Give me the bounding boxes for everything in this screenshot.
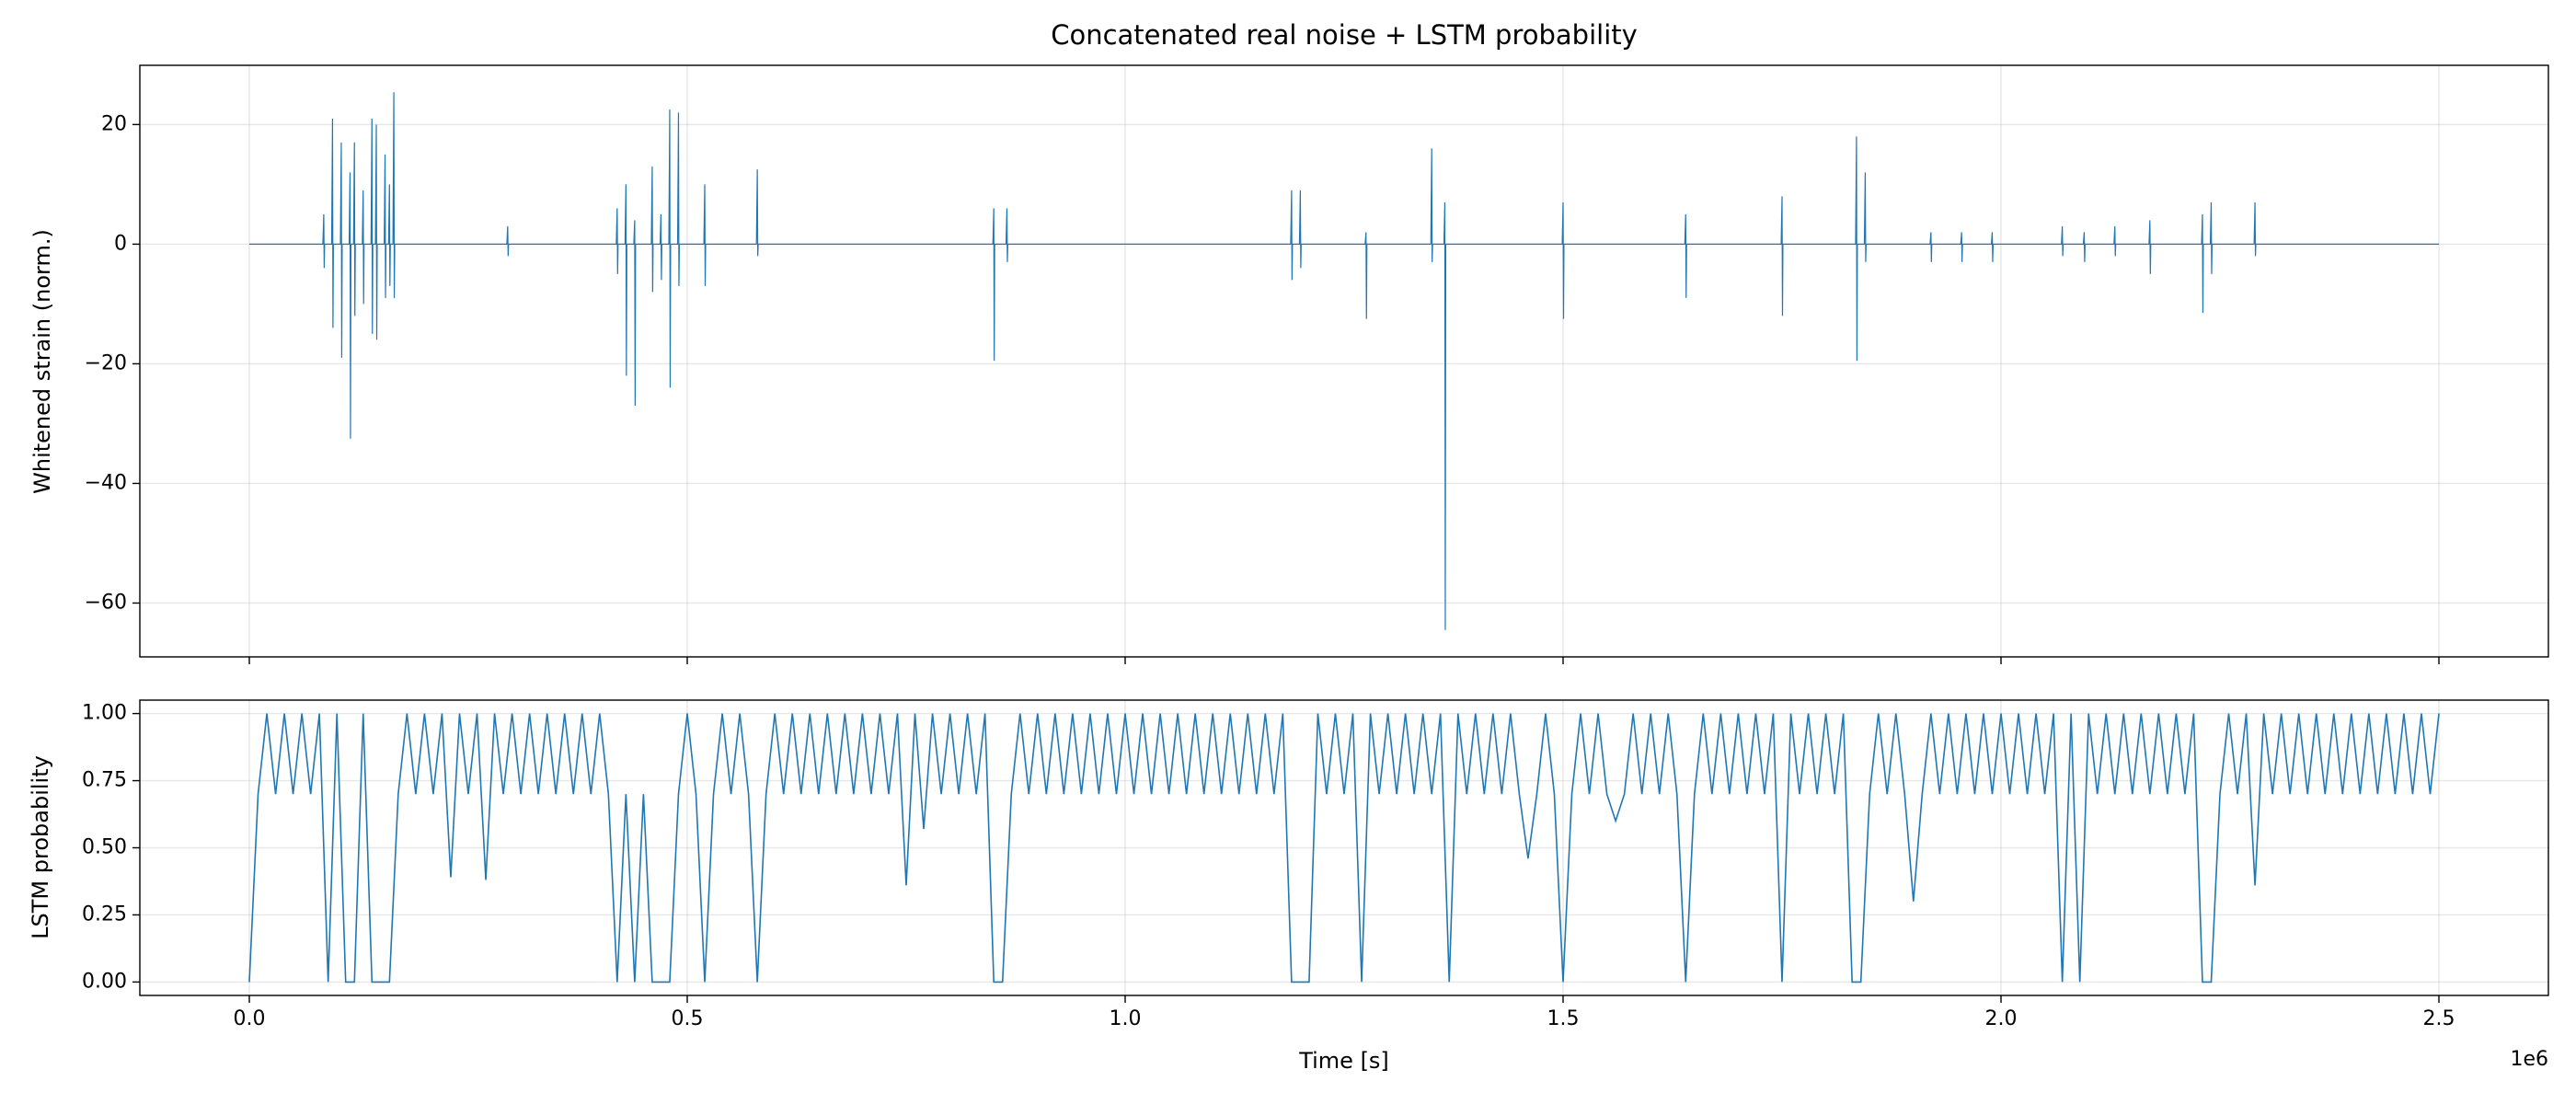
y-tick-label: 0.75 (82, 769, 127, 792)
y-tick-label: 1.00 (82, 702, 127, 725)
x-tick-label: 0.0 (234, 1007, 266, 1030)
y-tick-label: −60 (85, 591, 127, 614)
x-tick-label: 2.0 (1985, 1007, 2018, 1030)
y-tick-label: −20 (85, 351, 127, 374)
axes-frame (139, 64, 2549, 658)
y-tick-label: 0.25 (82, 903, 127, 926)
x-tick-label: 0.5 (672, 1007, 704, 1030)
chart-title: Concatenated real noise + LSTM probabili… (1051, 19, 1638, 51)
y-tick-label: 20 (101, 112, 127, 135)
x-offset-label: 1e6 (2510, 1048, 2548, 1071)
x-tick-label: 2.5 (2423, 1007, 2455, 1030)
data-line (248, 713, 2440, 983)
y-tick-label: −40 (85, 471, 127, 494)
x-tick-label: 1.5 (1547, 1007, 1580, 1030)
y-tick-label: 0 (114, 232, 127, 255)
x-axis-label: Time [s] (1298, 1048, 1389, 1074)
y-axis-label: Whitened strain (norm.) (29, 229, 55, 494)
x-tick-label: 1.0 (1110, 1007, 1142, 1030)
data-line (249, 92, 2439, 630)
y-axis-label: LSTM probability (28, 755, 53, 939)
axes-frame (139, 699, 2549, 996)
y-tick-label: 0.50 (82, 836, 127, 859)
y-tick-label: 0.00 (82, 970, 127, 993)
